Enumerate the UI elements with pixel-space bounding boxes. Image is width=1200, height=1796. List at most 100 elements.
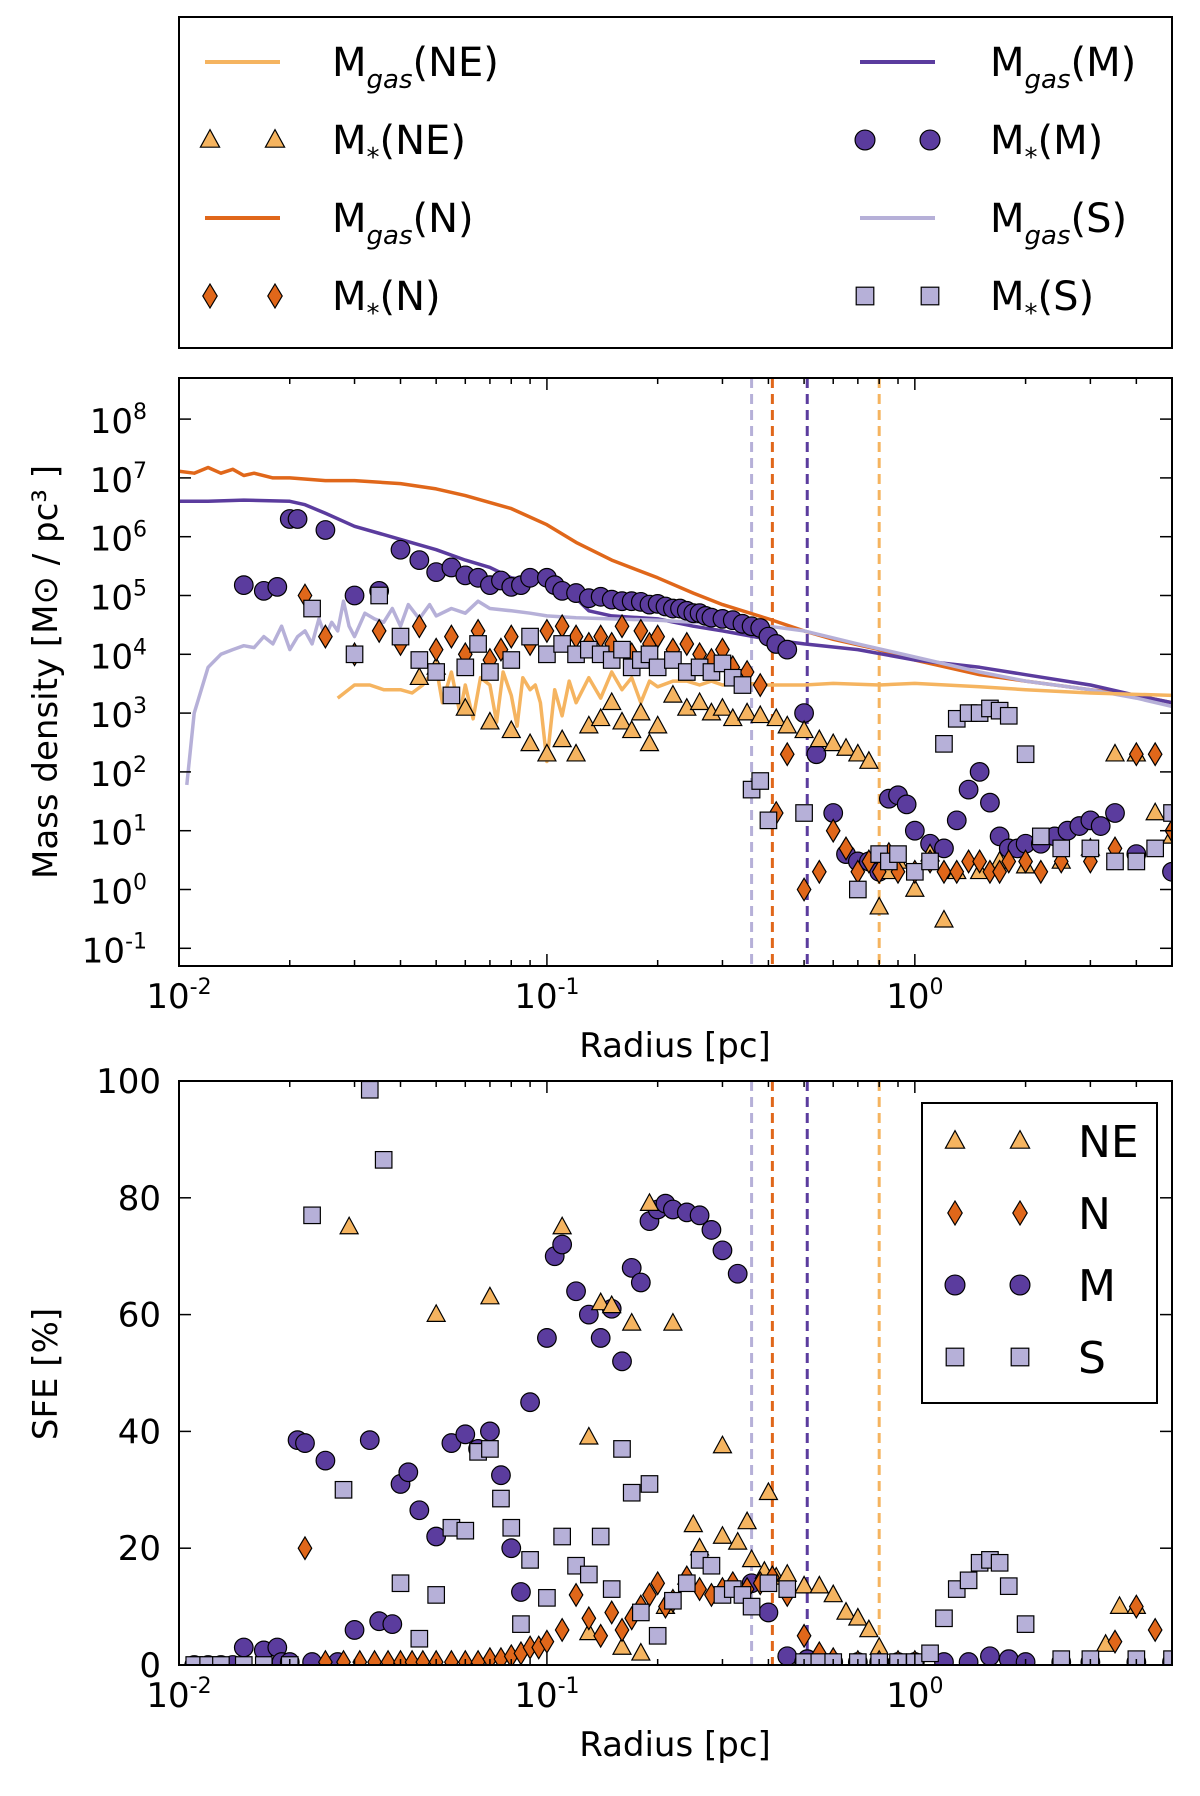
sfe-point-N xyxy=(470,1649,486,1665)
sfe-point-NE xyxy=(758,1481,779,1501)
sfe-point-N xyxy=(415,1649,431,1665)
stellar-point-NE xyxy=(689,691,710,711)
stellar-point-S xyxy=(1127,852,1146,871)
stellar-point-N xyxy=(428,637,444,663)
stellar-point-S xyxy=(1031,827,1050,846)
stellar-point-N xyxy=(811,859,827,885)
stellar-point-N xyxy=(1001,849,1017,874)
stellar-point-NE xyxy=(794,719,815,739)
stellar-point-S xyxy=(502,651,521,669)
stellar-point-N xyxy=(825,818,841,844)
sfe-point-N xyxy=(352,1649,368,1665)
top-legend: Mgas(NE) Mgas(M) M*(NE) M*(M) Mgas(N) Mgas(S)… xyxy=(178,16,1173,349)
panel2-legend: NE NMS xyxy=(921,1102,1158,1404)
sfe-point-S xyxy=(374,1150,393,1169)
sfe-point-S xyxy=(959,1571,978,1590)
sfe-point-N xyxy=(367,1649,382,1665)
stellar-point-NE xyxy=(823,732,844,752)
stellar-point-S xyxy=(889,845,907,863)
sfe-point-N xyxy=(581,1605,597,1631)
mass-density-panel: 10-2 10-1 10010-11001011021031041051061071… xyxy=(26,377,1173,1066)
sfe-point-S xyxy=(631,1603,650,1622)
sfe-point-NE xyxy=(630,1642,651,1661)
legend-marker-M xyxy=(1009,1274,1031,1296)
legend-marker-N xyxy=(202,282,218,310)
sfe-point-N xyxy=(404,1649,420,1665)
stellar-point-N xyxy=(371,618,387,644)
sfe-point-M xyxy=(344,1620,365,1640)
y-tick-label: 80 xyxy=(118,1179,161,1219)
sfe-point-S xyxy=(254,1656,273,1665)
sfe-point-NE xyxy=(823,1583,844,1603)
sfe-point-M xyxy=(958,1652,979,1665)
sfe-point-N xyxy=(554,1617,570,1643)
stellar-point-NE xyxy=(455,697,476,716)
sfe-point-S xyxy=(410,1629,429,1648)
stellar-point-NE xyxy=(552,728,573,748)
panel1-frame xyxy=(178,377,1173,967)
stellar-point-S xyxy=(1163,804,1172,822)
sfe-point-S xyxy=(360,1081,379,1099)
sfe-point-S xyxy=(579,1565,598,1584)
stellar-point-N xyxy=(796,877,812,902)
sfe-point-M xyxy=(758,1602,779,1623)
stellar-point-M xyxy=(267,577,288,597)
sfe-point-NE xyxy=(809,1575,830,1594)
stellar-point-NE xyxy=(835,737,857,756)
sfe-point-NE xyxy=(847,1607,868,1626)
stellar-point-S xyxy=(795,804,813,822)
stellar-point-NE xyxy=(858,750,879,769)
legend-label-S: S xyxy=(1078,1333,1106,1384)
stellar-point-NE xyxy=(601,691,622,711)
sfe-point-M xyxy=(701,1220,722,1240)
stellar-point-S xyxy=(759,811,778,830)
stellar-point-NE xyxy=(662,684,683,703)
y-tick-label: 105 xyxy=(90,576,147,618)
sfe-point-M xyxy=(1015,1652,1036,1665)
stellar-point-N xyxy=(936,859,952,885)
sfe-point-NE xyxy=(426,1303,447,1322)
sfe-point-S xyxy=(613,1440,631,1458)
sfe-point-M xyxy=(359,1430,380,1451)
sfe-point-N xyxy=(317,1649,333,1665)
sfe-point-S xyxy=(1127,1650,1146,1665)
stellar-point-M xyxy=(1090,816,1111,836)
sfe-point-S xyxy=(1052,1650,1071,1665)
sfe-point-M xyxy=(480,1421,500,1442)
sfe-point-NE xyxy=(662,1312,683,1331)
stellar-point-S xyxy=(921,852,939,871)
stellar-point-S xyxy=(1052,839,1071,858)
x-tick-label: 100 xyxy=(886,1674,943,1716)
stellar-point-S xyxy=(345,645,364,664)
stellar-point-S xyxy=(456,658,475,677)
sfe-point-N xyxy=(457,1649,473,1665)
stellar-point-M xyxy=(794,703,814,723)
stellar-point-NE xyxy=(777,715,798,734)
stellar-point-NE xyxy=(520,732,541,752)
legend-marker-S xyxy=(1010,1347,1030,1367)
stellar-point-S xyxy=(905,862,924,881)
stellar-point-S xyxy=(410,651,429,669)
sfe-point-S xyxy=(640,1475,659,1493)
stellar-point-N xyxy=(1033,859,1049,885)
stellar-point-M xyxy=(806,744,827,765)
y-tick-label: 101 xyxy=(90,812,147,854)
sfe-point-M xyxy=(552,1234,573,1255)
stellar-point-NE xyxy=(566,743,587,762)
stellar-point-NE xyxy=(766,707,787,727)
stellar-point-NE xyxy=(639,732,660,752)
sfe-point-S xyxy=(427,1586,446,1604)
sfe-point-M xyxy=(382,1614,403,1635)
stellar-point-S xyxy=(538,645,556,664)
sfe-point-S xyxy=(199,1656,217,1665)
sfe-point-S xyxy=(492,1489,510,1508)
sfe-point-M xyxy=(398,1462,419,1483)
stellar-point-N xyxy=(614,613,630,639)
sfe-point-NE xyxy=(794,1575,815,1594)
sfe-point-S xyxy=(553,1527,571,1546)
sfe-point-M xyxy=(233,1637,254,1658)
sfe-point-M xyxy=(511,1582,531,1602)
stellar-point-S xyxy=(1106,852,1124,871)
sfe-point-N xyxy=(568,1582,584,1608)
sfe-point-N xyxy=(297,1535,313,1561)
